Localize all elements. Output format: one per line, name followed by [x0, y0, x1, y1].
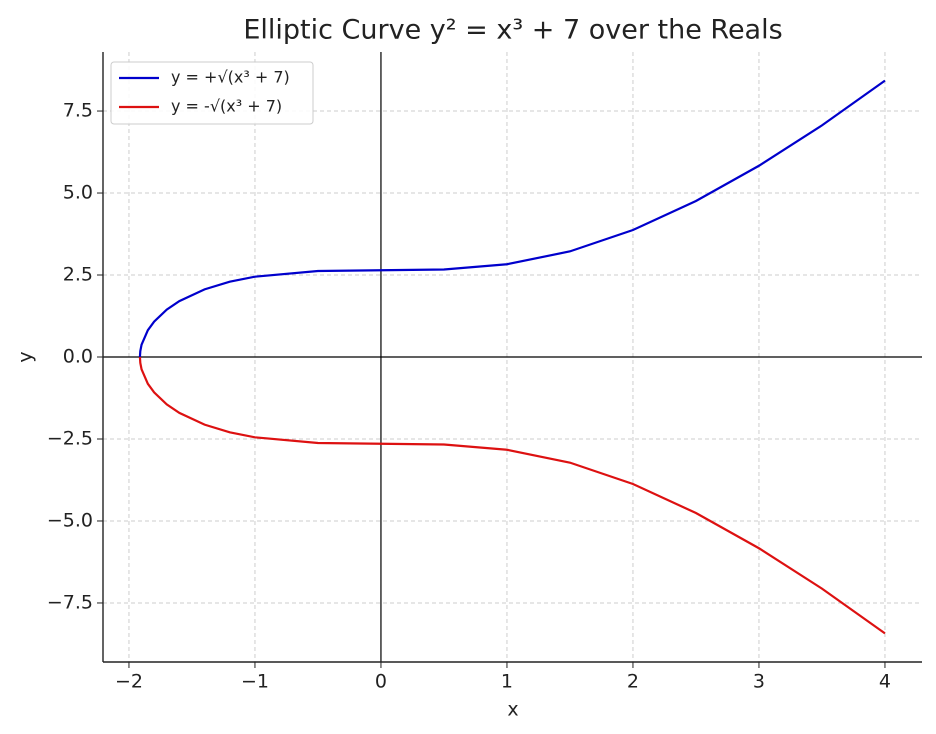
y-tick-label: 2.5 [63, 264, 93, 286]
x-tick-label: 3 [753, 671, 765, 693]
x-tick-label: 2 [627, 671, 639, 693]
y-tick-label: 0.0 [63, 346, 93, 368]
legend-box [110, 61, 314, 125]
chart-title: Elliptic Curve y² = x³ + 7 over the Real… [243, 15, 782, 46]
legend-label: y = -√(x³ + 7) [171, 97, 282, 116]
y-axis-label: y [15, 351, 37, 362]
y-tick-label: −2.5 [47, 427, 93, 449]
line [138, 79, 886, 358]
legend: y = +√(x³ + 7) y = -√(x³ + 7) [110, 61, 314, 125]
x-tick-label: 0 [375, 671, 387, 693]
x-tick-label: −1 [241, 671, 269, 693]
y-tick-label: −7.5 [47, 591, 93, 613]
line [138, 356, 886, 635]
y-tick-label: −5.0 [47, 509, 93, 531]
x-tick-label: −2 [115, 671, 143, 693]
y-tick-label: 7.5 [63, 100, 93, 122]
x-tick-label: 4 [879, 671, 891, 693]
y-tick-label: 5.0 [63, 182, 93, 204]
legend-label: y = +√(x³ + 7) [171, 68, 290, 87]
x-tick-label: 1 [501, 671, 513, 693]
x-axis-label: x [507, 699, 518, 721]
